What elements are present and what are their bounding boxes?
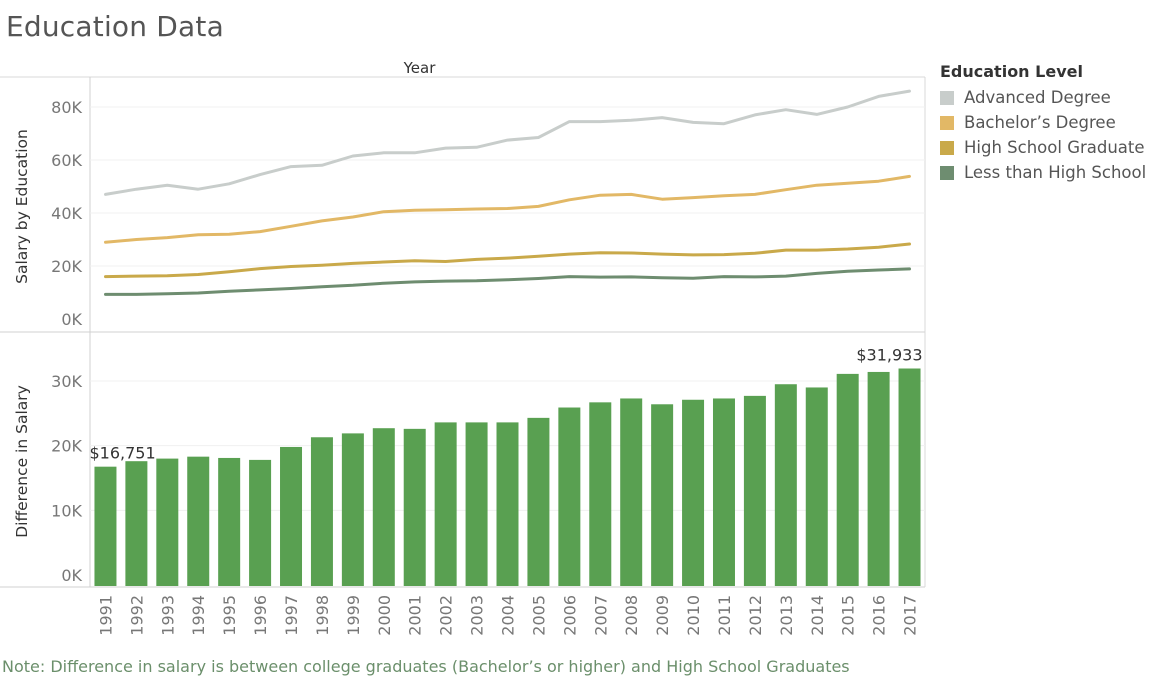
- y-tick-label: 10K: [51, 501, 82, 520]
- x-tick-label: 1997: [282, 595, 301, 636]
- series-line: [104, 89, 911, 196]
- y-tick-label: 60K: [51, 151, 82, 170]
- x-tick-label: 2007: [591, 595, 610, 636]
- x-tick-label: 2008: [622, 595, 641, 636]
- data-label: $16,751: [89, 444, 155, 463]
- y-tick-label: 30K: [51, 372, 82, 391]
- y-tick-label: 20K: [51, 257, 82, 276]
- y-axis-title: Difference in Salary: [13, 385, 31, 538]
- bar: [310, 437, 333, 586]
- x-tick-label: 1992: [127, 595, 146, 636]
- x-tick-label: 2015: [839, 595, 858, 636]
- x-tick-label: 2017: [901, 595, 920, 636]
- x-tick-label: 1996: [251, 595, 270, 636]
- bar: [94, 466, 117, 586]
- legend-item[interactable]: Advanced Degree: [940, 85, 1146, 110]
- y-tick-label: 0K: [61, 566, 82, 585]
- legend-item[interactable]: High School Graduate: [940, 135, 1146, 160]
- legend: Education Level Advanced Degree Bachelor’…: [940, 62, 1146, 185]
- x-tick-label: 2010: [684, 595, 703, 636]
- x-tick-label: 2000: [375, 595, 394, 636]
- bar: [558, 407, 581, 586]
- bar: [712, 398, 735, 586]
- y-tick-label: 40K: [51, 204, 82, 223]
- bar: [651, 404, 674, 586]
- data-label: $31,933: [856, 345, 922, 364]
- page-title: Education Data: [6, 10, 224, 43]
- bar: [403, 428, 426, 586]
- bar: [682, 399, 705, 586]
- bar: [218, 457, 241, 586]
- y-tick-label: 20K: [51, 437, 82, 456]
- x-tick-label: 2016: [870, 595, 889, 636]
- bar: [774, 384, 797, 586]
- bar: [867, 371, 890, 586]
- bar: [372, 428, 395, 586]
- x-tick-label: 2005: [529, 595, 548, 636]
- legend-label: Bachelor’s Degree: [964, 113, 1116, 132]
- bar: [496, 422, 519, 586]
- bar: [434, 422, 457, 586]
- bar: [836, 373, 859, 586]
- footnote: Note: Difference in salary is between co…: [2, 657, 850, 676]
- series-line: [104, 174, 911, 244]
- bar: [187, 456, 210, 586]
- bar: [465, 422, 488, 586]
- legend-swatch: [940, 115, 954, 130]
- bar: [620, 398, 643, 586]
- x-tick-label: 2004: [499, 595, 518, 636]
- bar: [805, 387, 828, 586]
- x-tick-label: 2011: [715, 595, 734, 636]
- legend-item[interactable]: Bachelor’s Degree: [940, 110, 1146, 135]
- bar: [280, 446, 303, 586]
- y-tick-label: 80K: [51, 98, 82, 117]
- column-header: Year: [403, 59, 437, 77]
- x-tick-label: 2013: [777, 595, 796, 636]
- legend-label: Less than High School: [964, 163, 1147, 182]
- x-tick-label: 2012: [746, 595, 765, 636]
- bar: [156, 458, 179, 586]
- legend-swatch: [940, 90, 954, 105]
- bar: [589, 402, 612, 586]
- series-line: [104, 267, 911, 296]
- x-tick-label: 1994: [189, 595, 208, 636]
- bar: [341, 433, 364, 586]
- x-tick-label: 1998: [313, 595, 332, 636]
- bar: [743, 395, 766, 586]
- x-tick-label: 1999: [344, 595, 363, 636]
- x-tick-label: 2006: [560, 595, 579, 636]
- legend-swatch: [940, 165, 954, 180]
- y-tick-label: 0K: [61, 310, 82, 329]
- x-tick-label: 1995: [220, 595, 239, 636]
- bar: [125, 461, 148, 586]
- legend-item[interactable]: Less than High School: [940, 160, 1146, 185]
- bar: [898, 368, 921, 586]
- legend-swatch: [940, 140, 954, 155]
- x-tick-label: 2014: [808, 595, 827, 636]
- legend-label: Advanced Degree: [964, 88, 1111, 107]
- x-tick-label: 1991: [96, 595, 115, 636]
- x-tick-label: 2009: [653, 595, 672, 636]
- bar: [527, 417, 550, 586]
- bar: [249, 459, 272, 586]
- legend-title: Education Level: [940, 62, 1083, 81]
- x-tick-label: 2001: [406, 595, 425, 636]
- y-axis-title: Salary by Education: [13, 129, 31, 284]
- x-tick-label: 2003: [468, 595, 487, 636]
- x-tick-label: 2002: [437, 595, 456, 636]
- legend-label: High School Graduate: [964, 138, 1145, 157]
- series-line: [104, 242, 911, 279]
- x-tick-label: 1993: [158, 595, 177, 636]
